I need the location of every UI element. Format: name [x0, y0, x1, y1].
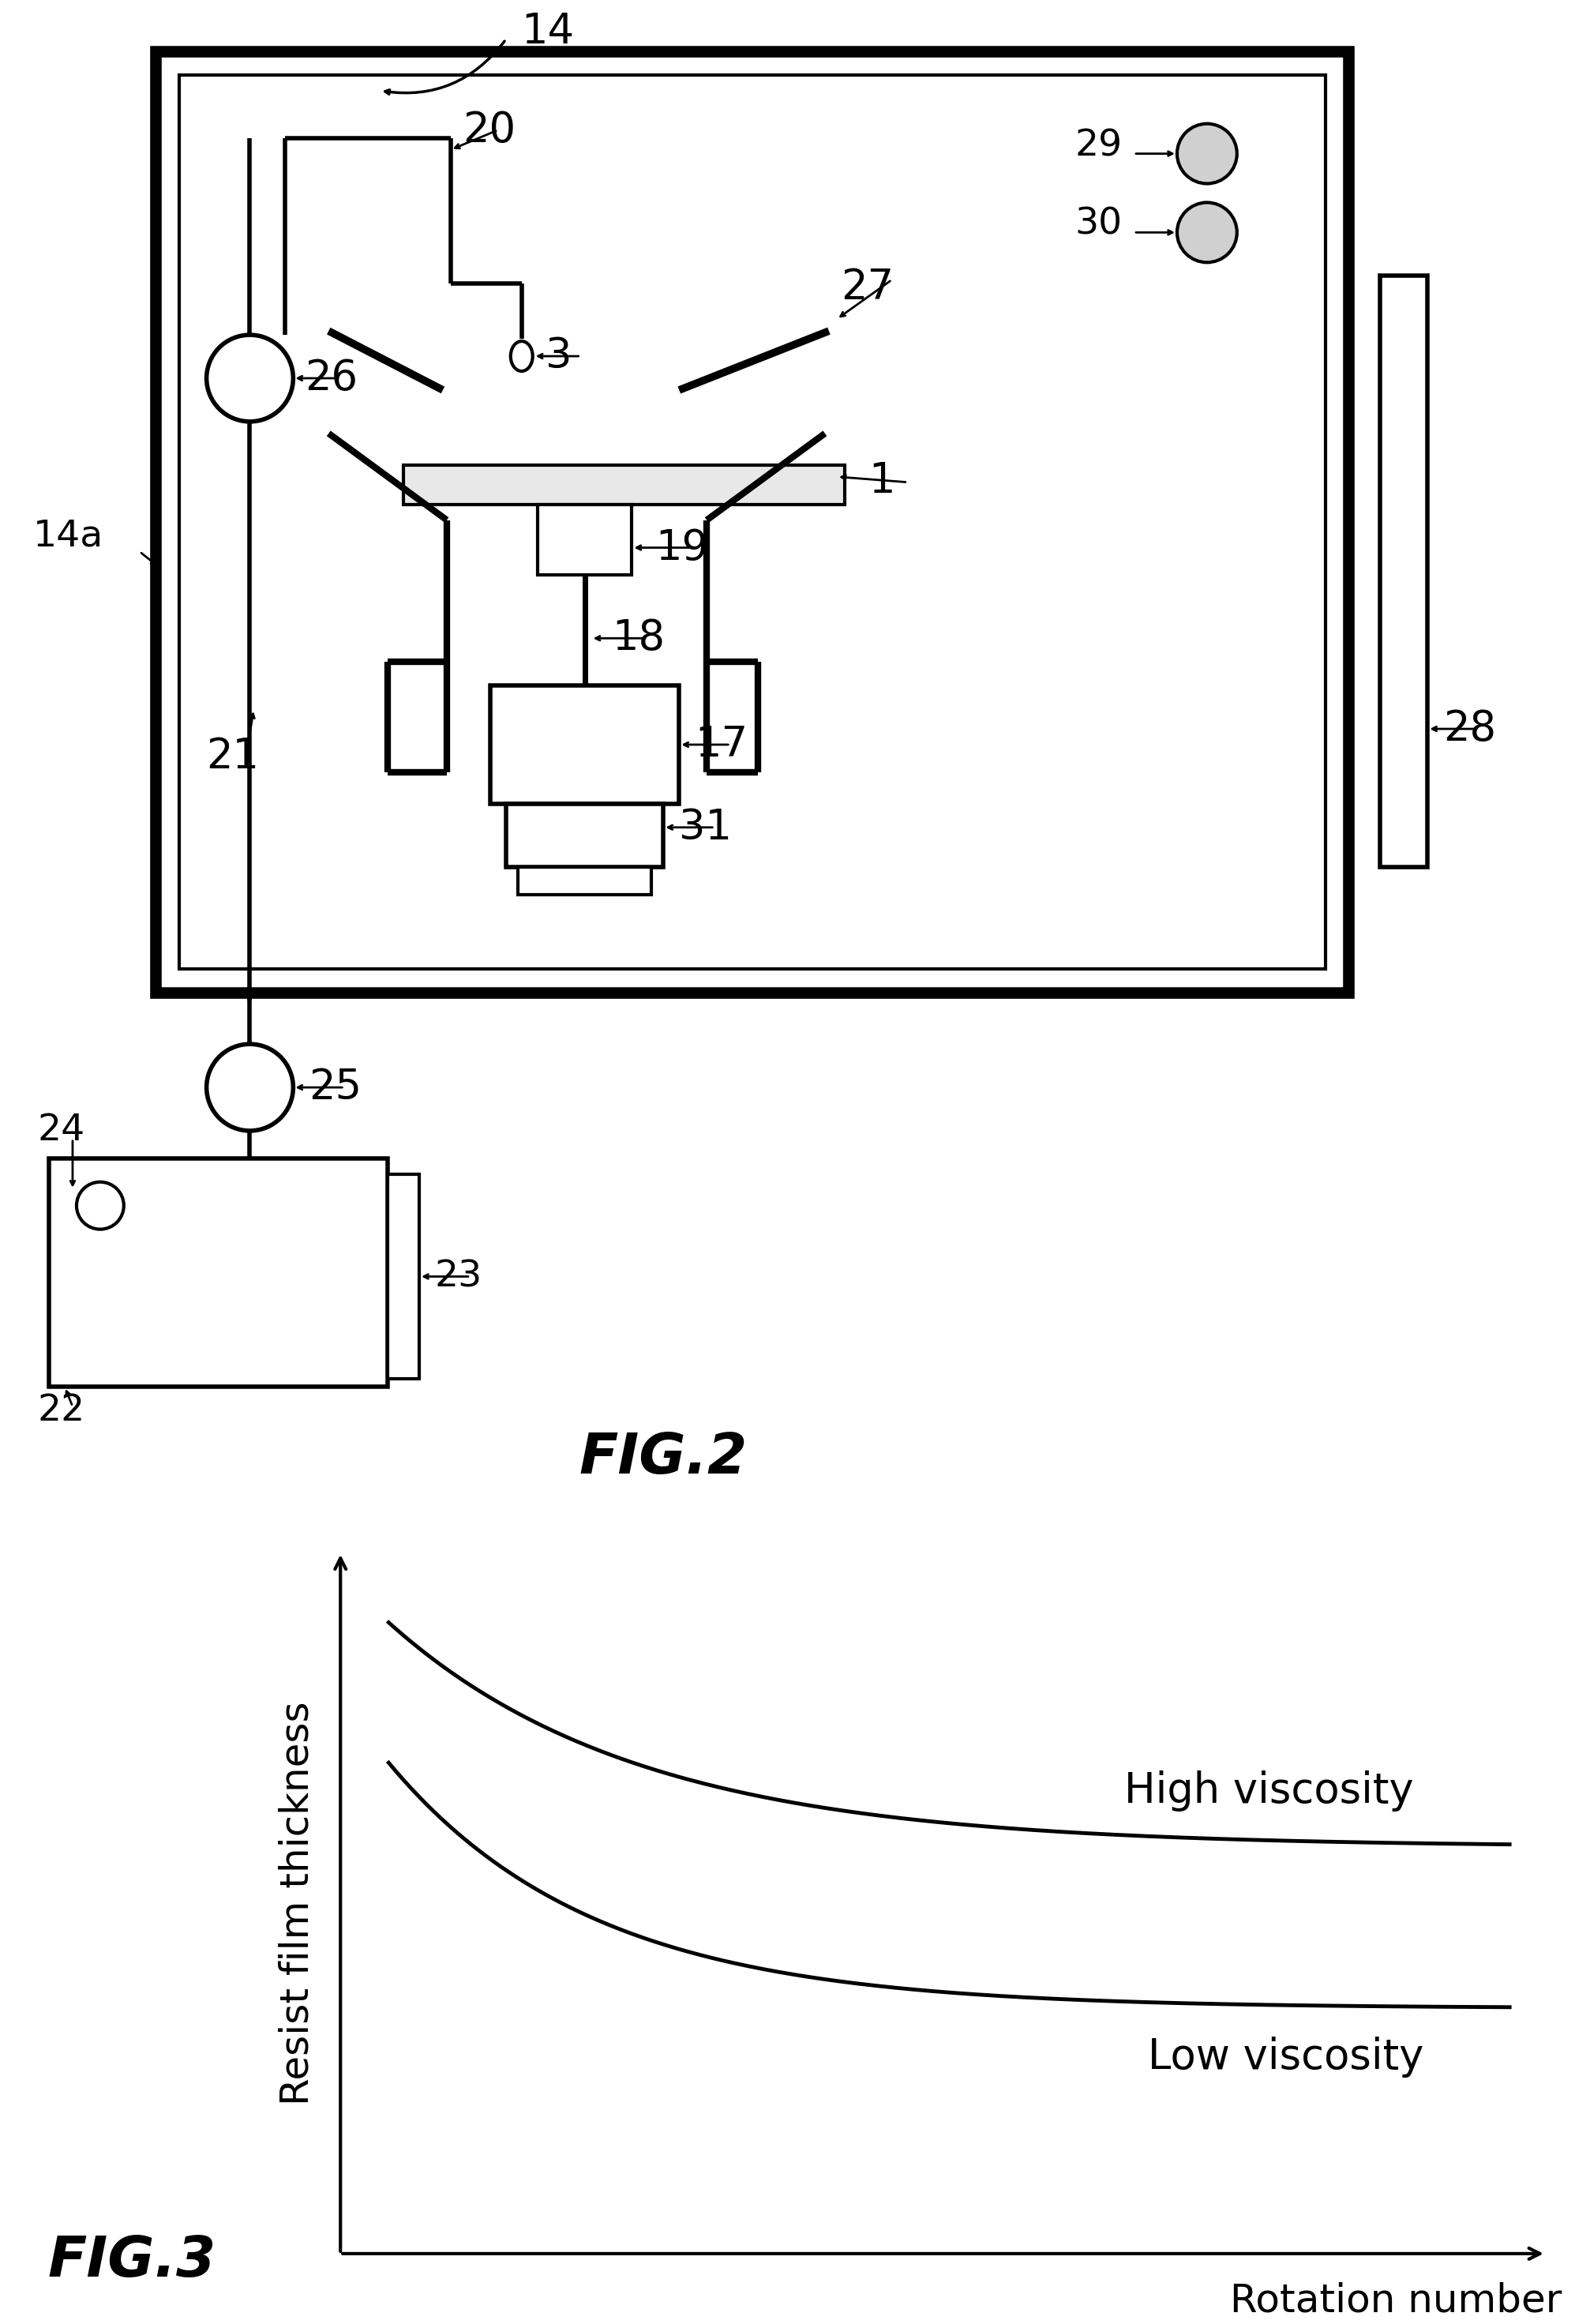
- Circle shape: [207, 1043, 293, 1132]
- Text: 26: 26: [305, 358, 358, 400]
- Text: 21: 21: [207, 737, 259, 776]
- Bar: [180, 74, 1324, 969]
- Bar: [537, 504, 631, 576]
- Circle shape: [1177, 202, 1237, 263]
- Text: 20: 20: [463, 109, 515, 151]
- Text: 1: 1: [868, 460, 895, 502]
- Text: 29: 29: [1075, 128, 1123, 163]
- Text: 22: 22: [37, 1392, 84, 1429]
- Bar: [490, 686, 679, 804]
- Text: Resist film thickness: Resist film thickness: [278, 1701, 316, 2106]
- Bar: [404, 465, 844, 504]
- Bar: [49, 1157, 388, 1387]
- Text: FIG.3: FIG.3: [48, 2233, 216, 2289]
- Text: 23: 23: [436, 1260, 482, 1294]
- Text: 3: 3: [545, 335, 572, 376]
- Ellipse shape: [510, 342, 533, 372]
- Text: 24: 24: [37, 1113, 84, 1148]
- Text: 14: 14: [522, 12, 574, 51]
- Text: 14a: 14a: [33, 518, 103, 553]
- Text: 28: 28: [1444, 709, 1496, 748]
- Text: 27: 27: [841, 267, 894, 309]
- Bar: [518, 867, 652, 895]
- Bar: [506, 804, 663, 867]
- Bar: [388, 1174, 420, 1378]
- Text: 31: 31: [679, 806, 731, 848]
- Text: 17: 17: [695, 725, 747, 765]
- Circle shape: [1177, 123, 1237, 184]
- Bar: [156, 51, 1348, 992]
- Circle shape: [207, 335, 293, 421]
- Text: Rotation number: Rotation number: [1229, 2282, 1561, 2319]
- Bar: [1380, 277, 1428, 867]
- Circle shape: [76, 1183, 124, 1229]
- Text: 25: 25: [308, 1067, 363, 1109]
- Text: High viscosity: High viscosity: [1124, 1771, 1414, 1810]
- Text: 30: 30: [1075, 207, 1123, 242]
- Text: 18: 18: [612, 618, 665, 658]
- Text: FIG.2: FIG.2: [579, 1432, 747, 1485]
- Text: 19: 19: [655, 528, 709, 567]
- Text: Low viscosity: Low viscosity: [1148, 2036, 1425, 2078]
